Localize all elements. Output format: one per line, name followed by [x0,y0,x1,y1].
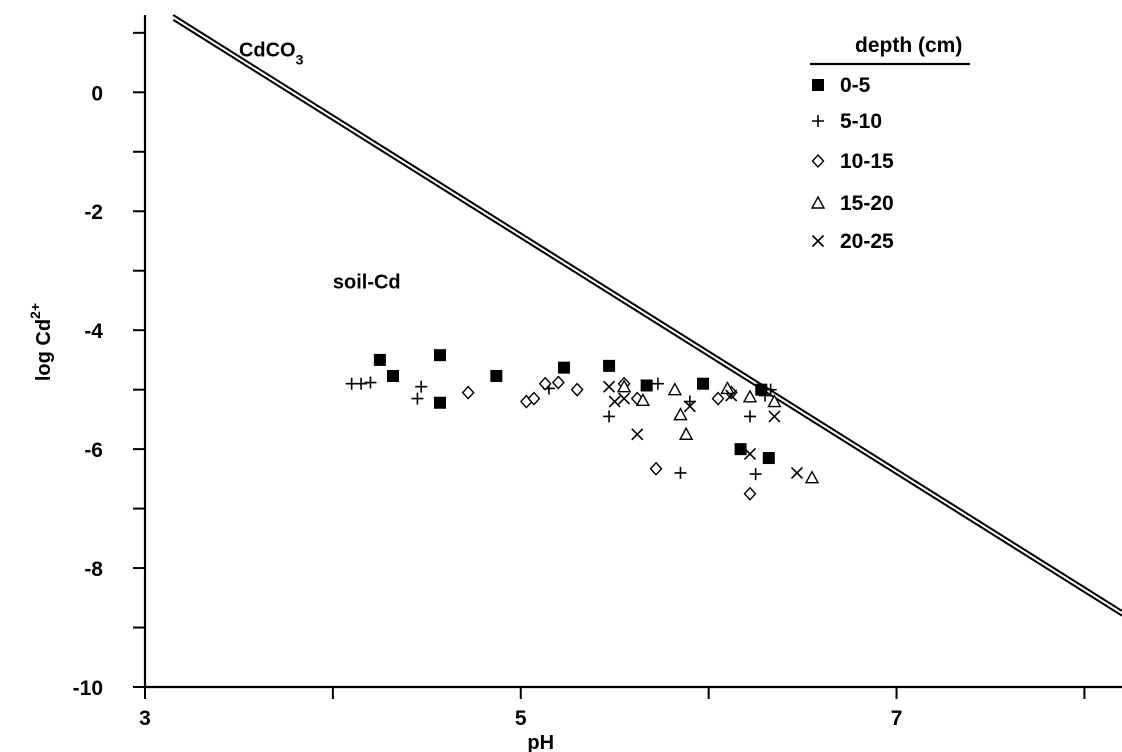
data-point-plus [411,392,424,405]
data-point-diamond [649,461,663,476]
legend-marker-triangle [810,195,826,209]
data-point-square [387,369,400,382]
data-point-plus [651,377,664,390]
legend-marker-plus [812,115,824,127]
solubility-line [172,18,1122,617]
y-tick-label: -10 [73,677,103,700]
data-point-diamond [527,391,541,406]
data-point-diamond [538,376,552,391]
data-point-square [490,369,503,382]
data-point-cross [608,395,621,408]
data-point-square [373,353,386,366]
legend-title: depth (cm) [855,34,962,57]
data-point-plus [759,389,772,402]
data-point-cross [725,389,738,402]
data-point-plus [674,466,687,479]
data-point-plus [364,376,377,389]
solubility-lines [172,14,1122,617]
legend-marker-diamond [811,153,825,169]
data-point-triangle [720,381,735,395]
legend-marker-cross [811,234,825,248]
data-point-plus [749,468,762,481]
data-point-triangle [742,389,758,403]
annotation-cdco3: CdCO3 [239,40,304,68]
data-point-diamond [743,486,757,501]
data-point-cross [743,447,757,460]
y-tick-label: -6 [84,439,103,462]
data-points [345,349,820,501]
legend-label: 15-20 [840,192,894,215]
data-point-square [762,452,775,465]
legend: depth (cm) 0-5 5-10 10-15 15-20 20-25 [810,34,970,253]
data-point-triangle [767,394,782,408]
legend-label: 5-10 [840,110,882,133]
axes: 0 -2 -4 -6 -8 -10 3 5 7 pH log Cd2+ [27,15,1122,752]
data-point-diamond [461,385,475,400]
data-point-cross [683,400,696,413]
data-point-triangle [616,379,632,393]
annotations: CdCO3 soil-Cd [239,40,401,294]
legend-marker-square [812,79,824,91]
legend-label: 20-25 [840,230,894,253]
data-point-square [734,443,747,456]
data-point-cross [768,410,781,423]
x-axis-title: pH [527,732,554,752]
data-point-plus [764,383,777,396]
y-tick-label: 0 [91,82,103,105]
data-point-triangle [678,426,694,440]
data-point-plus [743,410,756,423]
y-tick-label: -8 [84,558,103,581]
x-tick-label: 5 [515,707,527,730]
data-point-diamond [551,375,565,390]
data-point-cross [631,428,644,441]
series-0-5 [373,349,775,465]
annotation-soil-cd: soil-Cd [333,272,401,294]
data-point-square [697,377,710,390]
data-point-plus [603,410,616,423]
data-point-cross [790,466,804,479]
data-point-square [557,361,570,374]
data-point-square [603,359,616,372]
data-point-cross [603,380,616,393]
data-point-plus [415,380,428,393]
y-tick-label: -4 [84,320,103,343]
data-point-triangle [804,470,820,484]
data-point-square [433,349,446,362]
series-5-10 [345,376,777,481]
y-tick-label: -2 [84,201,103,224]
data-point-plus [355,377,368,390]
data-point-triangle [673,407,688,421]
data-point-cross [640,379,653,392]
data-point-diamond [570,382,584,397]
data-point-diamond [711,391,725,406]
solubility-line [172,14,1122,612]
series-10-15 [461,375,757,501]
y-axis-title: log Cd2+ [27,303,55,381]
series-20-25 [603,379,804,479]
data-point-square [433,396,446,409]
x-tick-label: 7 [891,707,903,730]
data-point-cross [618,392,631,405]
series-15-20 [616,379,820,484]
data-point-triangle [667,382,683,396]
legend-label: 0-5 [840,74,871,97]
legend-label: 10-15 [840,150,894,173]
x-tick-label: 3 [139,707,151,730]
data-point-triangle [635,392,651,407]
